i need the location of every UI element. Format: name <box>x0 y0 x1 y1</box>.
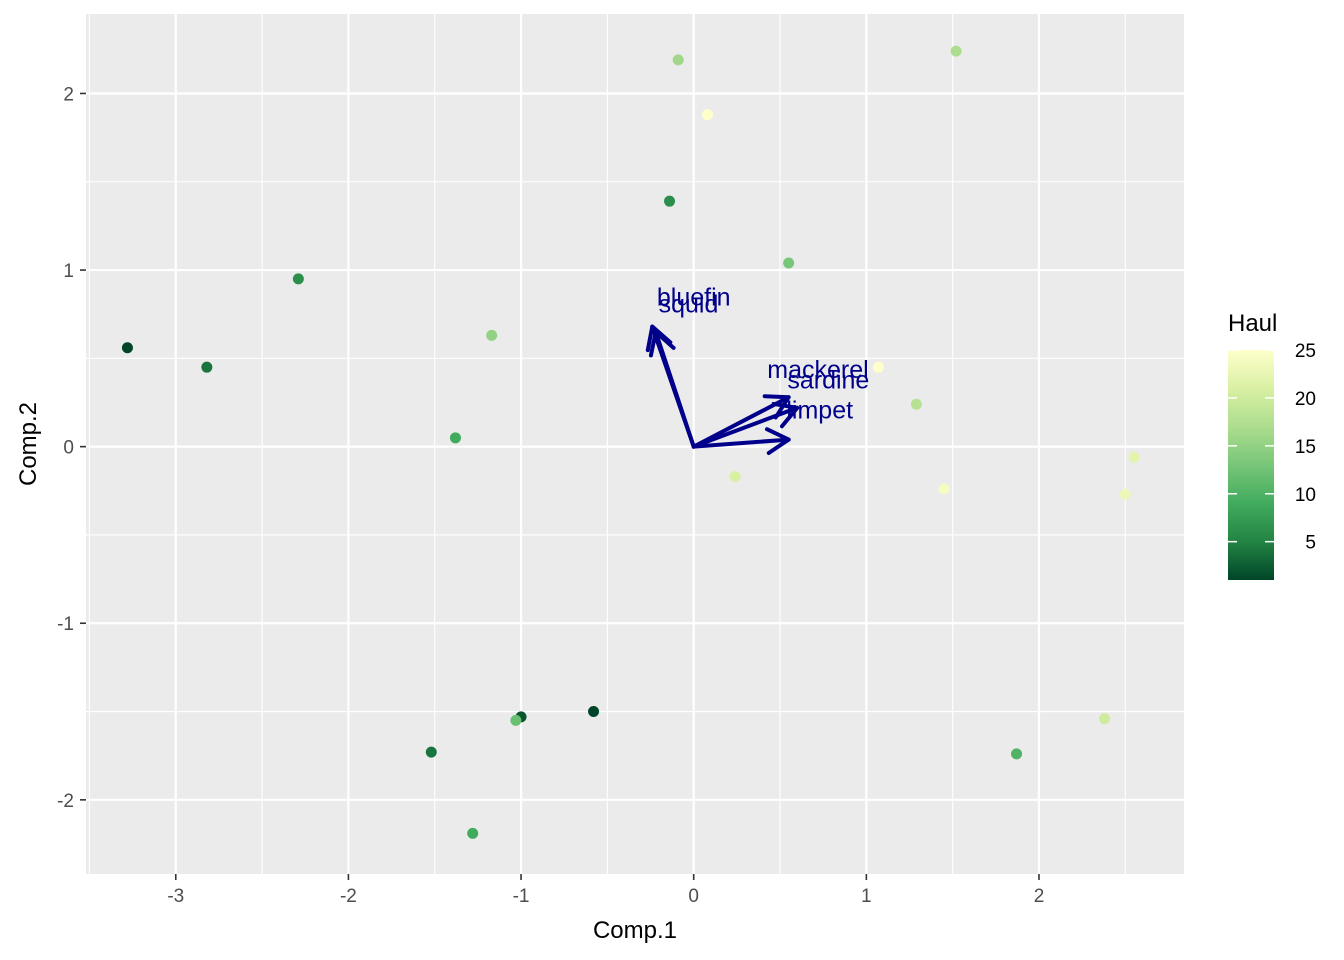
x-tick-label: 2 <box>1034 886 1045 907</box>
legend-tick-label: 15 <box>1295 437 1316 458</box>
loading-arrow-limpet <box>691 437 791 449</box>
x-tick-label: 0 <box>688 886 699 907</box>
loading-arrow-squid <box>653 329 696 449</box>
x-tick-label: -1 <box>513 886 530 907</box>
loading-arrows <box>645 324 800 456</box>
score-point <box>588 706 600 718</box>
loading-arrowhead-limpet <box>764 427 791 456</box>
score-point <box>910 398 922 410</box>
loading-label-sardine: sardine <box>787 367 869 395</box>
score-point <box>449 432 461 444</box>
score-point <box>292 273 304 285</box>
score-point <box>672 54 684 66</box>
loading-arrowhead-squid <box>648 329 676 358</box>
legend-tick-label: 25 <box>1295 341 1316 362</box>
legend-tick-label: 20 <box>1295 389 1316 410</box>
legend-ticks: 5 10 15 20 25 <box>1228 341 1316 554</box>
loading-label-limpet: limpet <box>786 397 853 425</box>
y-tick-label: 1 <box>63 261 74 282</box>
score-point <box>872 361 884 373</box>
y-tick-label: 2 <box>63 84 74 105</box>
loading-label-squid: squid <box>659 291 719 319</box>
score-point <box>1011 748 1023 760</box>
legend-tick-label: 10 <box>1295 485 1316 506</box>
score-point <box>950 45 962 57</box>
loading-label-mackerel: mackerel <box>767 356 868 384</box>
score-point <box>702 109 714 121</box>
score-point <box>201 361 213 373</box>
score-point <box>121 342 133 354</box>
legend: Haul 5 10 15 20 25 <box>1228 310 1316 580</box>
loading-arrowhead-sardine <box>771 401 800 429</box>
y-tick-label: -2 <box>57 791 74 812</box>
score-point <box>467 827 479 839</box>
score-point <box>510 714 522 726</box>
plot-panel <box>86 14 1184 874</box>
score-point <box>425 746 437 758</box>
grid-major <box>86 14 1184 874</box>
score-point <box>1128 451 1140 463</box>
loading-label-bluefin: bluefin <box>657 284 731 312</box>
score-point <box>938 483 950 495</box>
legend-title: Haul <box>1228 310 1277 337</box>
score-point <box>729 471 741 483</box>
y-tick-label: -1 <box>57 614 74 635</box>
score-point <box>1099 713 1111 725</box>
x-axis-ticks: -3 -2 -1 0 1 2 <box>167 874 1044 907</box>
y-tick-label: 0 <box>63 438 74 459</box>
legend-colorbar <box>1228 350 1274 580</box>
x-tick-label: -3 <box>167 886 184 907</box>
loading-arrow-sardine <box>691 405 800 449</box>
score-point <box>1119 488 1131 500</box>
x-tick-label: 1 <box>861 886 872 907</box>
score-point <box>783 257 795 269</box>
score-point <box>486 329 498 341</box>
x-tick-label: -2 <box>340 886 357 907</box>
y-axis-ticks: -2 -1 0 1 2 <box>57 84 86 812</box>
score-point <box>664 195 676 207</box>
legend-tick-label: 5 <box>1305 533 1316 554</box>
score-points <box>121 45 1140 839</box>
y-axis-title: Comp.2 <box>15 402 42 486</box>
loading-arrowhead-mackerel <box>762 394 791 420</box>
x-axis-title: Comp.1 <box>593 917 677 944</box>
